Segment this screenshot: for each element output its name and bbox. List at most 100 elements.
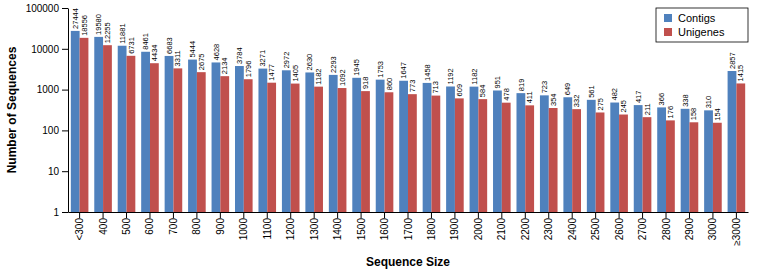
- data-label: 561: [587, 85, 596, 98]
- bar: [431, 96, 440, 212]
- tick: <300: [74, 212, 85, 241]
- bar: [71, 31, 80, 212]
- data-label: 2675: [197, 53, 206, 70]
- tick: 2700: [637, 212, 648, 240]
- data-label: 1192: [446, 68, 455, 84]
- tick-mark: [62, 8, 68, 9]
- data-label: 1405: [291, 65, 300, 82]
- data-label: 1458: [423, 64, 432, 81]
- data-label: 4628: [212, 44, 221, 61]
- tick-mark: [126, 212, 127, 218]
- data-label: 12255: [103, 22, 112, 43]
- tick-label: 1800: [426, 218, 437, 241]
- tick-mark: [408, 212, 409, 218]
- tick: 100: [42, 125, 68, 136]
- bar: [689, 122, 698, 212]
- data-label: 310: [704, 96, 713, 109]
- bar: [399, 81, 408, 212]
- tick: 900: [215, 212, 226, 235]
- data-label: 1415: [736, 65, 745, 82]
- data-label: 1477: [267, 64, 276, 81]
- tick-label: 2000: [473, 218, 484, 241]
- legend-box: [656, 8, 748, 42]
- tick-mark: [62, 212, 68, 213]
- tick-label: ≥3000: [731, 218, 742, 246]
- bar: [305, 72, 314, 212]
- data-label: 1796: [244, 61, 253, 78]
- bar: [361, 91, 370, 212]
- bar: [540, 95, 549, 212]
- tick-label: 1700: [403, 218, 414, 241]
- tick-label: 10000: [31, 44, 59, 55]
- data-label: 411: [525, 91, 534, 103]
- tick-mark: [62, 49, 68, 50]
- tick-mark: [290, 212, 291, 218]
- tick-label: 2300: [543, 218, 554, 241]
- bar: [352, 78, 361, 212]
- legend-swatch: [664, 28, 672, 36]
- data-label: 649: [563, 83, 572, 96]
- tick: 10: [48, 166, 68, 177]
- bar: [572, 109, 581, 212]
- data-label: 18556: [80, 15, 89, 36]
- tick-mark: [478, 212, 479, 218]
- bar: [220, 76, 229, 212]
- bar: [127, 56, 136, 212]
- bar: [446, 86, 455, 212]
- tick-label: 600: [144, 218, 155, 235]
- bars: [71, 31, 745, 212]
- bar: [244, 79, 253, 212]
- bar: [681, 109, 690, 212]
- tick-mark: [149, 212, 150, 218]
- tick: 1000: [238, 212, 249, 240]
- tick-mark: [196, 212, 197, 218]
- tick: 100000: [26, 3, 68, 14]
- tick: 2800: [661, 212, 672, 240]
- data-label: 1092: [338, 69, 347, 86]
- bar: [516, 93, 525, 212]
- tick: 1000: [37, 84, 68, 95]
- data-label: 1182: [470, 68, 479, 84]
- tick-mark: [220, 212, 221, 218]
- tick-label: 500: [121, 218, 132, 235]
- tick-label: 2700: [637, 218, 648, 241]
- tick: 1200: [285, 212, 296, 240]
- tick-label: 100000: [26, 3, 60, 14]
- tick: 600: [144, 212, 155, 235]
- tick: 2100: [496, 212, 507, 240]
- data-labels: 2744419580118818461668354444628378432712…: [71, 8, 746, 121]
- bar: [197, 72, 206, 212]
- bar: [493, 90, 502, 212]
- tick-mark: [501, 212, 502, 218]
- bar: [314, 87, 323, 212]
- bar: [704, 110, 713, 212]
- data-label: 417: [634, 91, 643, 104]
- data-label: 860: [385, 78, 394, 91]
- bar: [423, 83, 432, 212]
- data-label: 245: [619, 100, 628, 113]
- tick-mark: [337, 212, 338, 218]
- tick-label: 10: [48, 166, 60, 177]
- data-label: 478: [502, 88, 511, 101]
- tick: 1300: [309, 212, 320, 240]
- legend-label: Unigenes: [678, 26, 725, 38]
- tick-label: 1: [53, 207, 59, 218]
- bar: [610, 103, 619, 212]
- tick: 3000: [707, 212, 718, 240]
- data-label: 5444: [188, 41, 197, 58]
- tick-mark: [384, 212, 385, 218]
- tick-label: 1200: [285, 218, 296, 241]
- bar: [736, 83, 745, 212]
- bar: [188, 60, 197, 212]
- x-axis: <300400500600700800900100011001200130014…: [69, 212, 749, 246]
- axis-line: [68, 9, 69, 213]
- bar: [478, 99, 487, 212]
- tick-label: 700: [168, 218, 179, 235]
- bar: [165, 56, 174, 212]
- tick-mark: [62, 171, 68, 172]
- data-label: 609: [455, 84, 464, 97]
- series: [80, 38, 746, 212]
- chart: 2744419580118818461668354444628378432712…: [0, 0, 768, 272]
- bar: [563, 97, 572, 212]
- data-label: 2857: [728, 52, 737, 69]
